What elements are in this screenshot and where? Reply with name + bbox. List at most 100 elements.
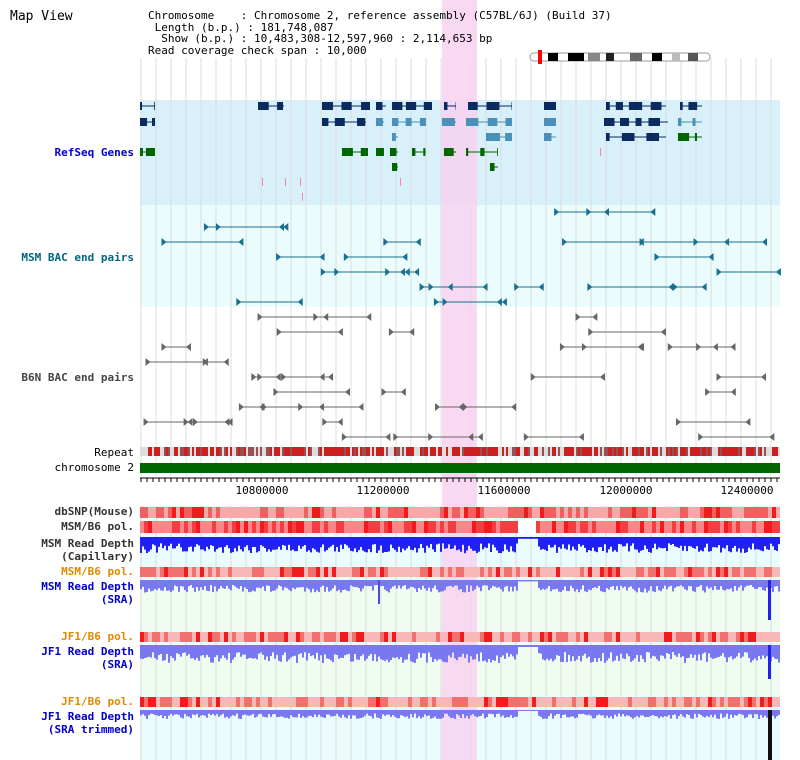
repeat-block: [586, 447, 588, 456]
heat-cell: [748, 632, 752, 642]
gene-exon: [405, 102, 417, 110]
depth-bar: [702, 645, 704, 654]
track-label-msm-b6-pol-2[interactable]: MSM/B6 pol.: [61, 565, 134, 578]
heat-cell: [700, 507, 704, 518]
heat-cell: [176, 567, 180, 577]
heat-cell: [500, 521, 504, 533]
depth-bar: [590, 580, 592, 591]
track-label-msm-b6-pol[interactable]: MSM/B6 pol.: [61, 520, 134, 533]
repeat-block: [550, 447, 552, 456]
depth-bar: [580, 537, 582, 547]
track-label-jf1-depth-trimmed[interactable]: JF1 Read Depth (SRA trimmed): [41, 710, 134, 736]
repeat-block: [170, 447, 172, 456]
heat-cell: [232, 507, 236, 518]
track-label-jf1-depth-sra[interactable]: JF1 Read Depth (SRA): [41, 645, 134, 671]
depth-bar: [736, 580, 738, 591]
repeat-block: [384, 447, 386, 456]
depth-bar: [434, 645, 436, 659]
depth-bar: [518, 645, 520, 647]
repeat-block: [684, 447, 686, 456]
heat-cell: [216, 632, 220, 642]
heat-cell: [676, 632, 680, 642]
depth-bar: [734, 580, 736, 587]
heat-cell: [480, 697, 484, 707]
track-label-msm-bac[interactable]: MSM BAC end pairs: [21, 251, 134, 264]
heat-cell: [648, 632, 652, 642]
depth-bar: [328, 710, 330, 715]
depth-bar: [160, 580, 162, 591]
depth-bar: [684, 645, 686, 663]
depth-bar: [312, 580, 314, 589]
heat-cell: [140, 632, 144, 642]
gene-exon: [688, 102, 698, 110]
heat-cell: [200, 697, 204, 707]
depth-bar: [676, 537, 678, 547]
track-label-dbsnp[interactable]: dbSNP(Mouse): [54, 505, 134, 518]
heat-cell: [464, 632, 468, 642]
depth-bar: [244, 537, 246, 548]
track-label-refseq[interactable]: RefSeq Genes: [54, 146, 134, 159]
gene-exon: [392, 133, 396, 141]
heat-cell: [344, 507, 348, 518]
heat-cell: [224, 697, 228, 707]
heat-cell: [208, 632, 212, 642]
depth-bar: [470, 645, 472, 657]
heat-cell: [376, 632, 380, 642]
depth-bar: [436, 537, 438, 545]
heat-cell: [312, 521, 316, 533]
heat-cell: [360, 632, 364, 642]
depth-bar: [400, 537, 402, 553]
heat-cell: [376, 521, 380, 533]
depth-bar: [330, 537, 332, 547]
depth-bar: [642, 580, 644, 593]
heat-cell: [240, 507, 244, 518]
heat-cell: [504, 697, 508, 707]
depth-bar: [482, 537, 484, 550]
repeat-block: [360, 447, 362, 456]
track-label-msm-depth-sra[interactable]: MSM Read Depth (SRA): [41, 580, 134, 606]
depth-bar: [698, 537, 700, 552]
heat-cell: [144, 567, 148, 577]
depth-bar: [544, 580, 546, 590]
heat-cell: [504, 567, 508, 577]
repeat-block: [708, 447, 710, 456]
depth-bar: [422, 645, 424, 654]
heat-cell: [220, 507, 224, 518]
depth-bar: [698, 710, 700, 714]
depth-bar: [622, 537, 624, 547]
track-label-repeat[interactable]: Repeat: [94, 446, 134, 459]
depth-bar: [512, 710, 514, 718]
gene-exon: [154, 102, 155, 110]
heat-cell: [544, 632, 548, 642]
heat-cell: [524, 697, 528, 707]
track-label-b6n-bac[interactable]: B6N BAC end pairs: [21, 371, 134, 384]
depth-bar: [284, 710, 286, 718]
depth-bar: [506, 710, 508, 718]
depth-bar: [252, 710, 254, 714]
heat-cell: [424, 697, 428, 707]
gene-exon: [392, 118, 399, 126]
repeat-block: [256, 447, 258, 456]
depth-bar: [158, 537, 160, 547]
track-label-jf1-b6-pol-2[interactable]: JF1/B6 pol.: [61, 695, 134, 708]
track-label-chromosome[interactable]: chromosome 2: [54, 461, 134, 474]
depth-bar: [288, 537, 290, 545]
heat-cell: [576, 632, 580, 642]
track-label-jf1-b6-pol[interactable]: JF1/B6 pol.: [61, 630, 134, 643]
depth-bar: [388, 645, 390, 663]
depth-bar: [182, 710, 184, 719]
heat-cell: [768, 567, 772, 577]
depth-bar: [326, 537, 328, 551]
repeat-block: [712, 447, 714, 456]
heat-cell: [460, 567, 464, 577]
depth-bar: [526, 710, 528, 711]
depth-bar: [182, 537, 184, 552]
depth-bar: [586, 580, 588, 593]
heat-cell: [160, 567, 164, 577]
heat-cell: [176, 697, 180, 707]
depth-bar: [184, 580, 186, 591]
repeat-block: [210, 447, 212, 456]
depth-bar: [228, 580, 230, 589]
repeat-block: [270, 447, 272, 456]
track-label-msm-depth-capillary[interactable]: MSM Read Depth (Capillary): [41, 537, 134, 563]
